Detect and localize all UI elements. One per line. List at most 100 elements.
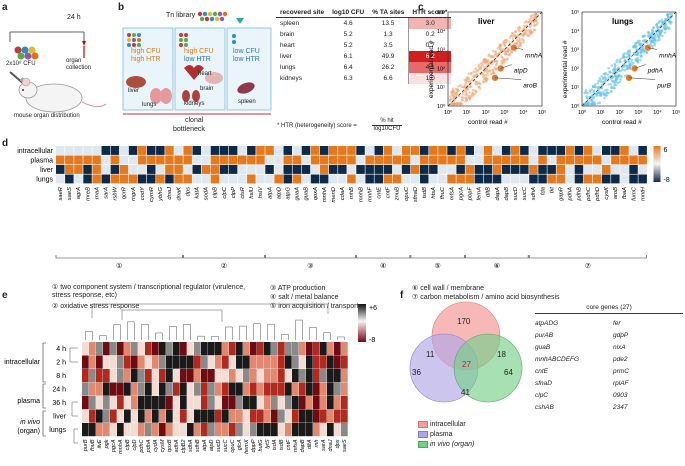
scatter-point <box>646 34 650 38</box>
scatter-point <box>500 61 504 64</box>
heatmap-e-cell <box>292 369 299 383</box>
heatmap-d-gene-label: znuB <box>395 187 401 201</box>
heatmap-d-cell <box>574 146 584 155</box>
heatmap-e-cell <box>117 382 124 396</box>
heatmap-d-cell <box>119 146 129 155</box>
heatmap-d-cell <box>265 155 274 165</box>
heatmap-e-cell <box>334 382 341 396</box>
group-7-label: carbon metabolism / amino acid biosynthe… <box>420 294 560 301</box>
heatmap-e-cell <box>222 382 229 396</box>
scatter-point <box>614 64 617 67</box>
heatmap-e-cell <box>278 396 285 410</box>
scatter-point <box>655 26 659 29</box>
scatter-point <box>517 37 520 40</box>
heatmap-e-cell <box>131 342 138 356</box>
heatmap-e-cell <box>236 342 243 356</box>
heatmap-e-cell <box>96 423 103 437</box>
heatmap-d-cell <box>374 174 383 184</box>
box1-label: high CFU high HTR <box>131 48 161 64</box>
heatmap-d-cell <box>283 165 292 174</box>
scatter-point <box>456 88 459 92</box>
group-bracket <box>183 255 265 259</box>
heatmap-e-cell <box>152 342 159 356</box>
heatmap-e-cell <box>243 369 250 383</box>
heatmap-d-cell <box>65 155 74 165</box>
heatmap-e-cell <box>278 342 285 356</box>
heatmap-e-gene-label: isdA <box>272 439 278 450</box>
heatmap-e-cell <box>285 369 292 383</box>
scatter-point <box>491 69 495 72</box>
heatmap-e-cell <box>299 396 306 410</box>
heatmap-e-cell <box>201 342 208 356</box>
box3-label: low CFU low HTR <box>233 48 260 64</box>
heatmap-e-cell <box>306 409 313 423</box>
heatmap-e-cell <box>187 382 194 396</box>
heatmap-d-gene-label: hslU <box>249 186 255 198</box>
heatmap-d-cell <box>374 146 383 155</box>
htr-cell-site: lungs <box>280 63 296 71</box>
legend-swatch-intra <box>418 420 428 428</box>
organ-liver: liver <box>128 88 140 94</box>
formula-den: log10CFU <box>373 126 401 132</box>
scatter-point <box>625 55 628 59</box>
scatter-point <box>661 34 664 38</box>
heatmap-d-cell <box>165 165 174 174</box>
scatter-point <box>492 59 495 63</box>
core-gene: rplAF <box>613 379 629 387</box>
heatmap-d-gene-label: guaB <box>304 187 310 201</box>
heatmap-d-cell <box>228 174 238 184</box>
scatter-point <box>585 95 588 98</box>
heatmap-e-cell <box>194 382 201 396</box>
scatter-point <box>613 84 616 87</box>
panel-a-caption: mouse organ distribution <box>14 113 80 119</box>
heatmap-e-cell <box>187 355 194 369</box>
heatmap-d-cell <box>238 155 247 165</box>
scatter-point <box>627 60 631 64</box>
heatmap-d-cell <box>474 155 484 165</box>
y-tick-label: 10² <box>571 66 579 72</box>
heatmap-d-gene-label: clpC <box>222 186 228 198</box>
scatter-point <box>623 58 627 62</box>
heatmap-d-gene-label: dapB <box>504 187 510 201</box>
plot-frame <box>581 11 677 107</box>
core-gene: mnhABCDEFG <box>535 355 580 363</box>
core-gene: guaB <box>535 343 551 351</box>
scatter-point <box>521 37 524 41</box>
x-tick-label: 10⁴ <box>653 109 662 116</box>
heatmap-e-cell <box>117 355 124 369</box>
heatmap-d-cell <box>283 174 292 184</box>
heatmap-e-cell <box>327 423 334 437</box>
heatmap-e-cell <box>313 382 320 396</box>
heatmap-d-cell <box>274 165 283 174</box>
group-6: ⑥ cell wall / membrane <box>412 284 484 292</box>
heatmap-e-cell <box>243 423 250 437</box>
scatter-point <box>658 19 661 23</box>
heatmap-d-cell <box>274 155 283 165</box>
heatmap-e-row-label: 2 h <box>56 360 66 367</box>
heatmap-e-cell <box>89 342 96 356</box>
heatmap-d-gene-label: fbaA <box>622 187 628 199</box>
heatmap-d-cell <box>365 155 374 165</box>
scatter-point <box>448 98 452 102</box>
scatter-point <box>616 58 619 62</box>
heatmap-e-cell <box>208 369 215 383</box>
scatter-point <box>597 85 601 89</box>
scatter-point <box>632 45 636 48</box>
scatter-point <box>486 69 489 73</box>
heatmap-e-cell <box>313 396 320 410</box>
heatmap-d-cell <box>611 155 620 165</box>
htr-row: kidneys 6.3 6.6 1.0 <box>276 72 452 84</box>
heatmap-d-cell <box>529 174 538 184</box>
heatmap-d-cell <box>565 165 575 174</box>
heatmap-e-cell <box>285 342 292 356</box>
group-5: ⑤ iron acquisition / transport <box>270 302 358 310</box>
heatmap-e-cell <box>250 382 257 396</box>
box2-line2: low HTR <box>184 56 211 63</box>
heatmap-d-cell <box>374 155 383 165</box>
th-htr: HTR score* <box>408 8 452 18</box>
legend-swatch-invivo <box>418 440 428 448</box>
heatmap-e-cell <box>264 396 271 410</box>
heatmap-d-cell <box>329 155 338 165</box>
core-gene: cshAB <box>535 403 554 411</box>
organ-spleen: spleen <box>238 99 256 105</box>
